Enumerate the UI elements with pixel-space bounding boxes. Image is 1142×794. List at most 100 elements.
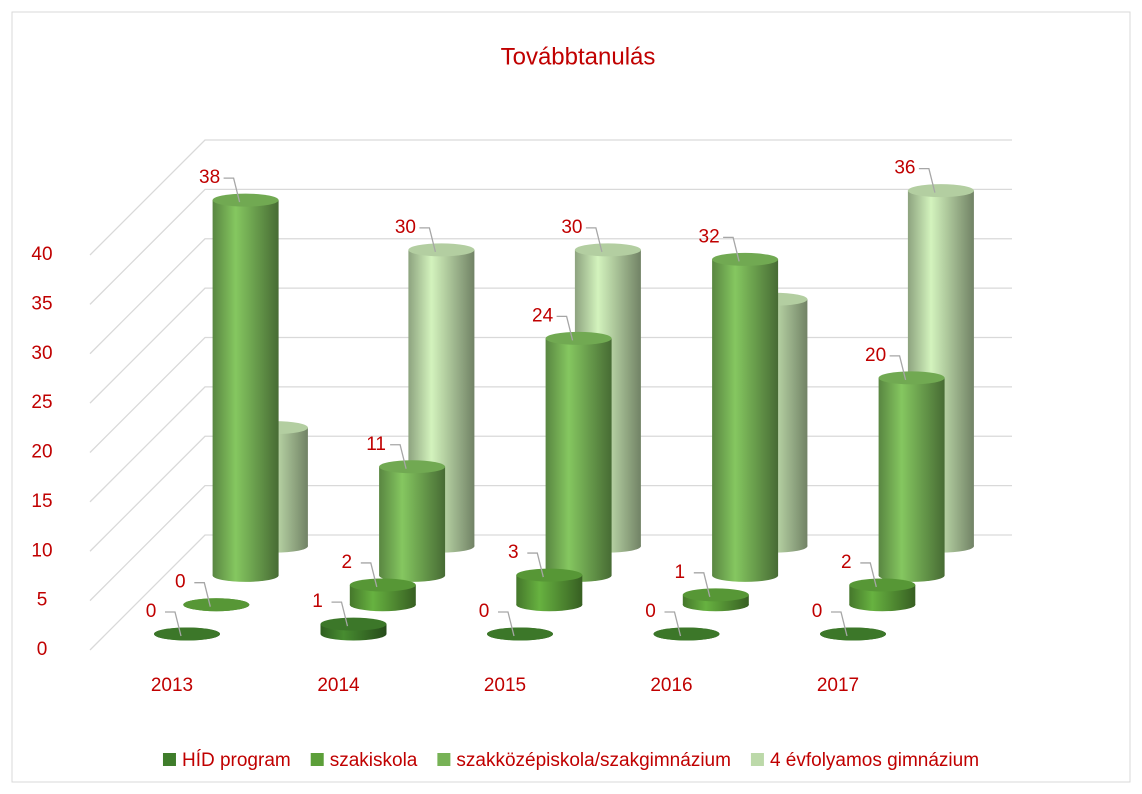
bar: [820, 627, 886, 641]
chart-title: Továbbtanulás: [501, 43, 656, 70]
y-tick-label: 40: [31, 244, 52, 265]
legend-swatch: [162, 753, 176, 766]
bar-top: [682, 588, 749, 602]
bar-top: [408, 243, 475, 257]
leader-line: [194, 582, 211, 607]
leader-line: [390, 444, 407, 469]
bar-top: [849, 578, 916, 592]
legend-label: 4 évfolyamos gimnázium: [770, 750, 979, 771]
leader-line: [331, 601, 349, 627]
data-label: 0: [645, 601, 656, 622]
data-label: 0: [146, 601, 157, 622]
bar-top: [653, 627, 720, 641]
leader-line: [165, 611, 182, 637]
leader-line: [498, 611, 515, 637]
x-tick-label: 2015: [484, 675, 526, 696]
data-label: 3: [508, 542, 519, 563]
data-label: 38: [199, 167, 220, 188]
data-label: 0: [479, 601, 490, 622]
bar-top: [878, 371, 945, 385]
data-label: 0: [175, 572, 186, 593]
leader-line: [419, 227, 437, 253]
bar-top: [379, 460, 446, 474]
legend-label: HÍD program: [182, 750, 291, 771]
bar-top: [349, 578, 416, 592]
leader-line: [664, 611, 682, 637]
bar-body: [379, 466, 446, 576]
bar-top: [712, 252, 779, 266]
leader-line: [360, 562, 378, 588]
x-tick-label: 2014: [317, 675, 360, 696]
bar-top: [574, 243, 641, 257]
leader-line: [831, 611, 848, 637]
legend-swatch: [310, 753, 324, 766]
data-label: 32: [699, 226, 720, 247]
bar-top: [154, 627, 220, 641]
data-label: 0: [812, 601, 823, 622]
grid-line: [89, 188, 1012, 305]
data-label: 1: [312, 591, 323, 612]
grid-line: [89, 139, 1012, 256]
data-label: 30: [395, 217, 416, 238]
leader-line: [889, 355, 907, 381]
x-tick-label: 2013: [151, 675, 193, 696]
bar-body: [878, 377, 945, 576]
bar-top: [320, 617, 387, 631]
leader-line: [223, 177, 241, 203]
bar: [212, 193, 279, 582]
y-tick-label: 20: [31, 442, 52, 463]
leader-line: [527, 552, 544, 578]
bar-body: [545, 338, 612, 576]
leader-line: [556, 315, 574, 341]
bar-top: [545, 331, 612, 345]
data-label: 11: [366, 434, 386, 455]
bar: [712, 252, 779, 582]
data-label: 2: [841, 552, 852, 573]
y-tick-label: 25: [31, 392, 52, 413]
bar: [516, 568, 583, 612]
bar: [320, 617, 387, 641]
y-tick-label: 35: [31, 293, 52, 314]
data-label: 20: [865, 345, 886, 366]
bar: [653, 627, 720, 641]
bar: [349, 578, 416, 612]
x-tick-label: 2016: [650, 675, 692, 696]
bar-top: [212, 193, 279, 207]
bar-body: [712, 259, 779, 576]
bar: [154, 627, 220, 641]
legend-label: szakiskola: [330, 750, 418, 771]
bar: [849, 578, 916, 612]
bar: [878, 371, 945, 582]
leader-line: [693, 572, 711, 597]
grid-line: [89, 238, 1012, 355]
bar-body: [212, 200, 279, 576]
bar-top: [907, 184, 974, 198]
bar-top: [183, 598, 250, 612]
bar: [183, 598, 250, 612]
y-tick-label: 30: [31, 343, 52, 364]
bar: [379, 460, 446, 582]
data-label: 1: [675, 562, 686, 583]
bar: [545, 331, 612, 582]
bar: [487, 627, 553, 641]
y-tick-label: 0: [37, 639, 48, 660]
legend-label: szakközépiskola/szakgimnázium: [456, 750, 731, 771]
bar-top: [820, 627, 886, 641]
leader-line: [860, 562, 877, 588]
data-label: 36: [894, 158, 915, 179]
x-tick-label: 2017: [817, 675, 859, 696]
leader-line: [585, 227, 603, 253]
y-tick-label: 10: [31, 540, 52, 561]
legend-swatch: [437, 753, 451, 766]
legend-swatch: [750, 753, 764, 766]
bar: [682, 588, 749, 612]
data-label: 2: [342, 552, 353, 573]
y-tick-label: 15: [31, 491, 52, 512]
data-label: 24: [532, 305, 554, 326]
bar-top: [487, 627, 553, 641]
data-label: 30: [561, 217, 582, 238]
leader-line: [723, 236, 740, 262]
leader-line: [918, 167, 936, 193]
y-tick-label: 5: [37, 590, 48, 611]
